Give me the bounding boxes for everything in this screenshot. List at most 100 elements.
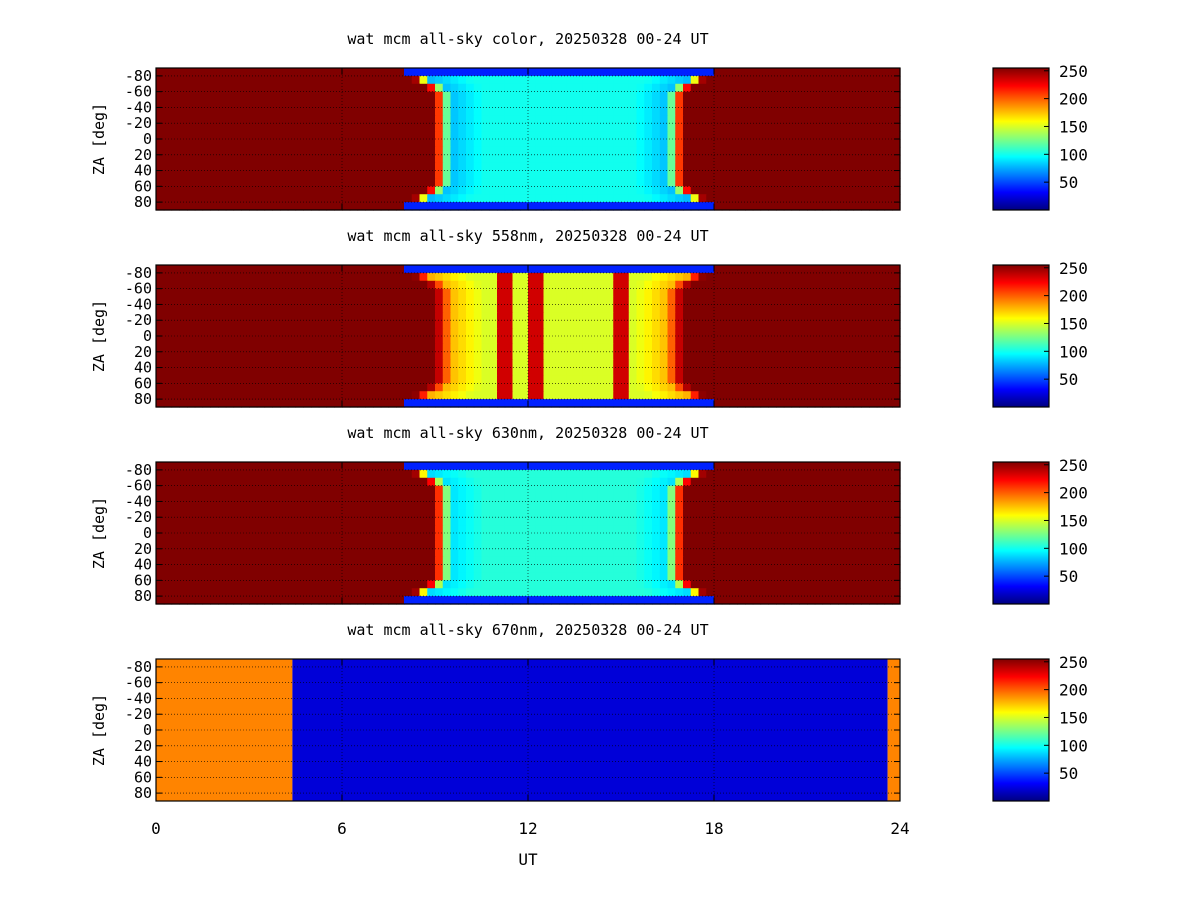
heatmap-cell bbox=[319, 265, 327, 273]
heatmap-cell bbox=[714, 123, 722, 131]
heatmap-cell bbox=[396, 462, 404, 470]
heatmap-cell bbox=[854, 178, 862, 186]
heatmap-cell bbox=[644, 265, 652, 273]
heatmap-cell bbox=[652, 494, 660, 502]
heatmap-cell bbox=[164, 265, 172, 273]
heatmap-cell bbox=[288, 494, 296, 502]
heatmap-cell bbox=[823, 368, 831, 376]
heatmap-cell bbox=[637, 517, 645, 525]
heatmap-cell bbox=[218, 139, 226, 147]
heatmap-cell bbox=[753, 115, 761, 123]
heatmap-cell bbox=[365, 265, 373, 273]
heatmap-cell bbox=[846, 517, 854, 525]
heatmap-cell bbox=[644, 399, 652, 407]
heatmap-cell bbox=[350, 92, 358, 100]
heatmap-cell bbox=[466, 368, 474, 376]
heatmap-cell bbox=[792, 368, 800, 376]
heatmap-cell bbox=[210, 360, 218, 368]
heatmap-cell bbox=[613, 297, 621, 305]
heatmap-cell bbox=[203, 368, 211, 376]
heatmap-cell bbox=[265, 517, 273, 525]
heatmap-cell bbox=[575, 92, 583, 100]
heatmap-cell bbox=[861, 202, 869, 210]
heatmap-cell bbox=[412, 265, 420, 273]
heatmap-cell bbox=[551, 344, 559, 352]
heatmap-cell bbox=[660, 194, 668, 202]
heatmap-cell bbox=[675, 281, 683, 289]
heatmap-cell bbox=[606, 178, 614, 186]
heatmap-cell bbox=[443, 68, 451, 76]
heatmap-cell bbox=[745, 304, 753, 312]
heatmap-cell bbox=[590, 107, 598, 115]
heatmap-cell bbox=[737, 265, 745, 273]
heatmap-cell bbox=[590, 517, 598, 525]
heatmap-cell bbox=[776, 297, 784, 305]
heatmap-cell bbox=[528, 186, 536, 194]
heatmap-cell bbox=[288, 115, 296, 123]
heatmap-cell bbox=[458, 84, 466, 92]
heatmap-cell bbox=[784, 375, 792, 383]
heatmap-cell bbox=[869, 304, 877, 312]
heatmap-cell bbox=[621, 304, 629, 312]
heatmap-cell bbox=[156, 549, 164, 557]
heatmap-cell bbox=[885, 549, 893, 557]
heatmap-cell bbox=[218, 509, 226, 517]
heatmap-cell bbox=[761, 533, 769, 541]
heatmap-cell bbox=[156, 462, 164, 470]
heatmap-cell bbox=[792, 494, 800, 502]
heatmap-cell bbox=[714, 147, 722, 155]
heatmap-cell bbox=[234, 76, 242, 84]
heatmap-cell bbox=[621, 186, 629, 194]
heatmap-cell bbox=[311, 462, 319, 470]
heatmap-cell bbox=[497, 352, 505, 360]
heatmap-cell bbox=[373, 549, 381, 557]
heatmap-cell bbox=[807, 194, 815, 202]
heatmap-cell bbox=[792, 360, 800, 368]
heatmap-cell bbox=[249, 289, 257, 297]
heatmap-cell bbox=[373, 478, 381, 486]
panel-3: wat mcm all-sky 630nm, 20250328 00-24 UT… bbox=[90, 424, 1088, 605]
heatmap-cell bbox=[156, 84, 164, 92]
heatmap-cell bbox=[280, 131, 288, 139]
heatmap-cell bbox=[218, 462, 226, 470]
heatmap-cell bbox=[869, 139, 877, 147]
heatmap-cell bbox=[210, 297, 218, 305]
heatmap-cell bbox=[280, 549, 288, 557]
heatmap-cell bbox=[513, 478, 521, 486]
heatmap-cell bbox=[544, 352, 552, 360]
heatmap-cell bbox=[582, 304, 590, 312]
heatmap-cell bbox=[249, 344, 257, 352]
heatmap-cell bbox=[621, 368, 629, 376]
heatmap-cell bbox=[257, 336, 265, 344]
heatmap-cell bbox=[528, 273, 536, 281]
heatmap-cell bbox=[846, 312, 854, 320]
heatmap-cell bbox=[846, 178, 854, 186]
heatmap-cell bbox=[497, 360, 505, 368]
heatmap-cell bbox=[389, 115, 397, 123]
heatmap-cell bbox=[288, 76, 296, 84]
heatmap-cell bbox=[404, 107, 412, 115]
heatmap-cell bbox=[606, 100, 614, 108]
heatmap-cell bbox=[660, 131, 668, 139]
heatmap-cell bbox=[412, 525, 420, 533]
heatmap-cell bbox=[869, 320, 877, 328]
heatmap-cell bbox=[513, 155, 521, 163]
heatmap-cell bbox=[722, 273, 730, 281]
heatmap-cell bbox=[334, 304, 342, 312]
heatmap-cell bbox=[435, 478, 443, 486]
heatmap-cell bbox=[768, 194, 776, 202]
heatmap-cell bbox=[358, 557, 366, 565]
heatmap-cell bbox=[761, 84, 769, 92]
heatmap-cell bbox=[296, 375, 304, 383]
heatmap-cell bbox=[784, 100, 792, 108]
heatmap-cell bbox=[350, 171, 358, 179]
heatmap-cell bbox=[195, 107, 203, 115]
heatmap-cell bbox=[311, 100, 319, 108]
heatmap-cell bbox=[427, 100, 435, 108]
heatmap-cell bbox=[799, 533, 807, 541]
heatmap-cell bbox=[675, 312, 683, 320]
heatmap-cell bbox=[451, 186, 459, 194]
heatmap-cell bbox=[365, 486, 373, 494]
heatmap-cell bbox=[365, 202, 373, 210]
heatmap-cell bbox=[621, 533, 629, 541]
